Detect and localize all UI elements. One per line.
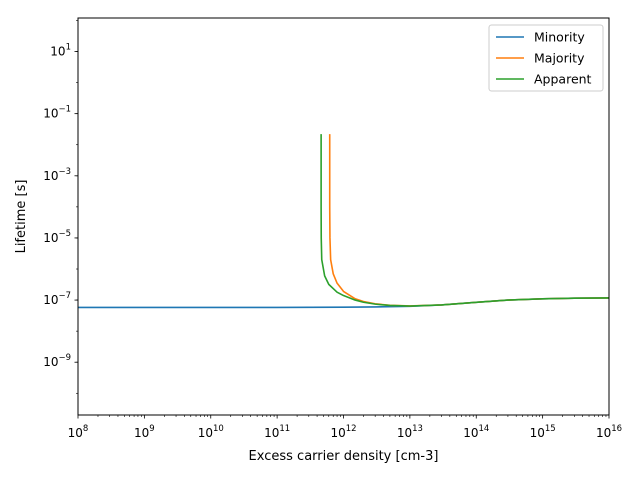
legend-label: Majority (534, 51, 585, 66)
legend: Minority Majority Apparent (488, 24, 604, 92)
x-tick-label: 1010 (198, 424, 224, 440)
legend-item-apparent: Apparent (496, 72, 592, 87)
series-line-majority (328, 134, 609, 307)
y-tick-label: 10−9 (43, 353, 71, 369)
x-tick-label: 1012 (330, 424, 356, 440)
legend-item-minority: Minority (496, 30, 585, 45)
y-tick-label: 10−5 (43, 229, 71, 245)
y-tick-label: 101 (50, 43, 71, 59)
x-tick-label: 1016 (596, 424, 622, 440)
x-tick-label: 108 (68, 424, 89, 440)
axes-layer: 108 109 1010 1011 1012 1013 1014 1015 1016 10−9 10… (43, 17, 622, 440)
x-tick-label: 1011 (264, 424, 290, 440)
legend-label: Apparent (534, 72, 592, 87)
legend-label: Minority (534, 30, 585, 45)
x-tick-label: 109 (134, 424, 155, 440)
y-tick-label: 10−7 (43, 291, 71, 307)
x-axis-label: Excess carrier density [cm-3] (249, 449, 439, 464)
y-tick-label: 10−3 (43, 167, 71, 183)
x-tick-label: 1013 (397, 424, 423, 440)
legend-item-majority: Majority (496, 51, 585, 66)
y-axis-label: Lifetime [s] (14, 180, 29, 254)
series-layer (78, 134, 609, 309)
series-line-apparent (320, 134, 609, 307)
legend-box (488, 24, 604, 92)
x-tick-label: 1015 (530, 424, 556, 440)
y-tick-label: 10−1 (43, 105, 71, 121)
x-tick-label: 1014 (463, 424, 489, 440)
